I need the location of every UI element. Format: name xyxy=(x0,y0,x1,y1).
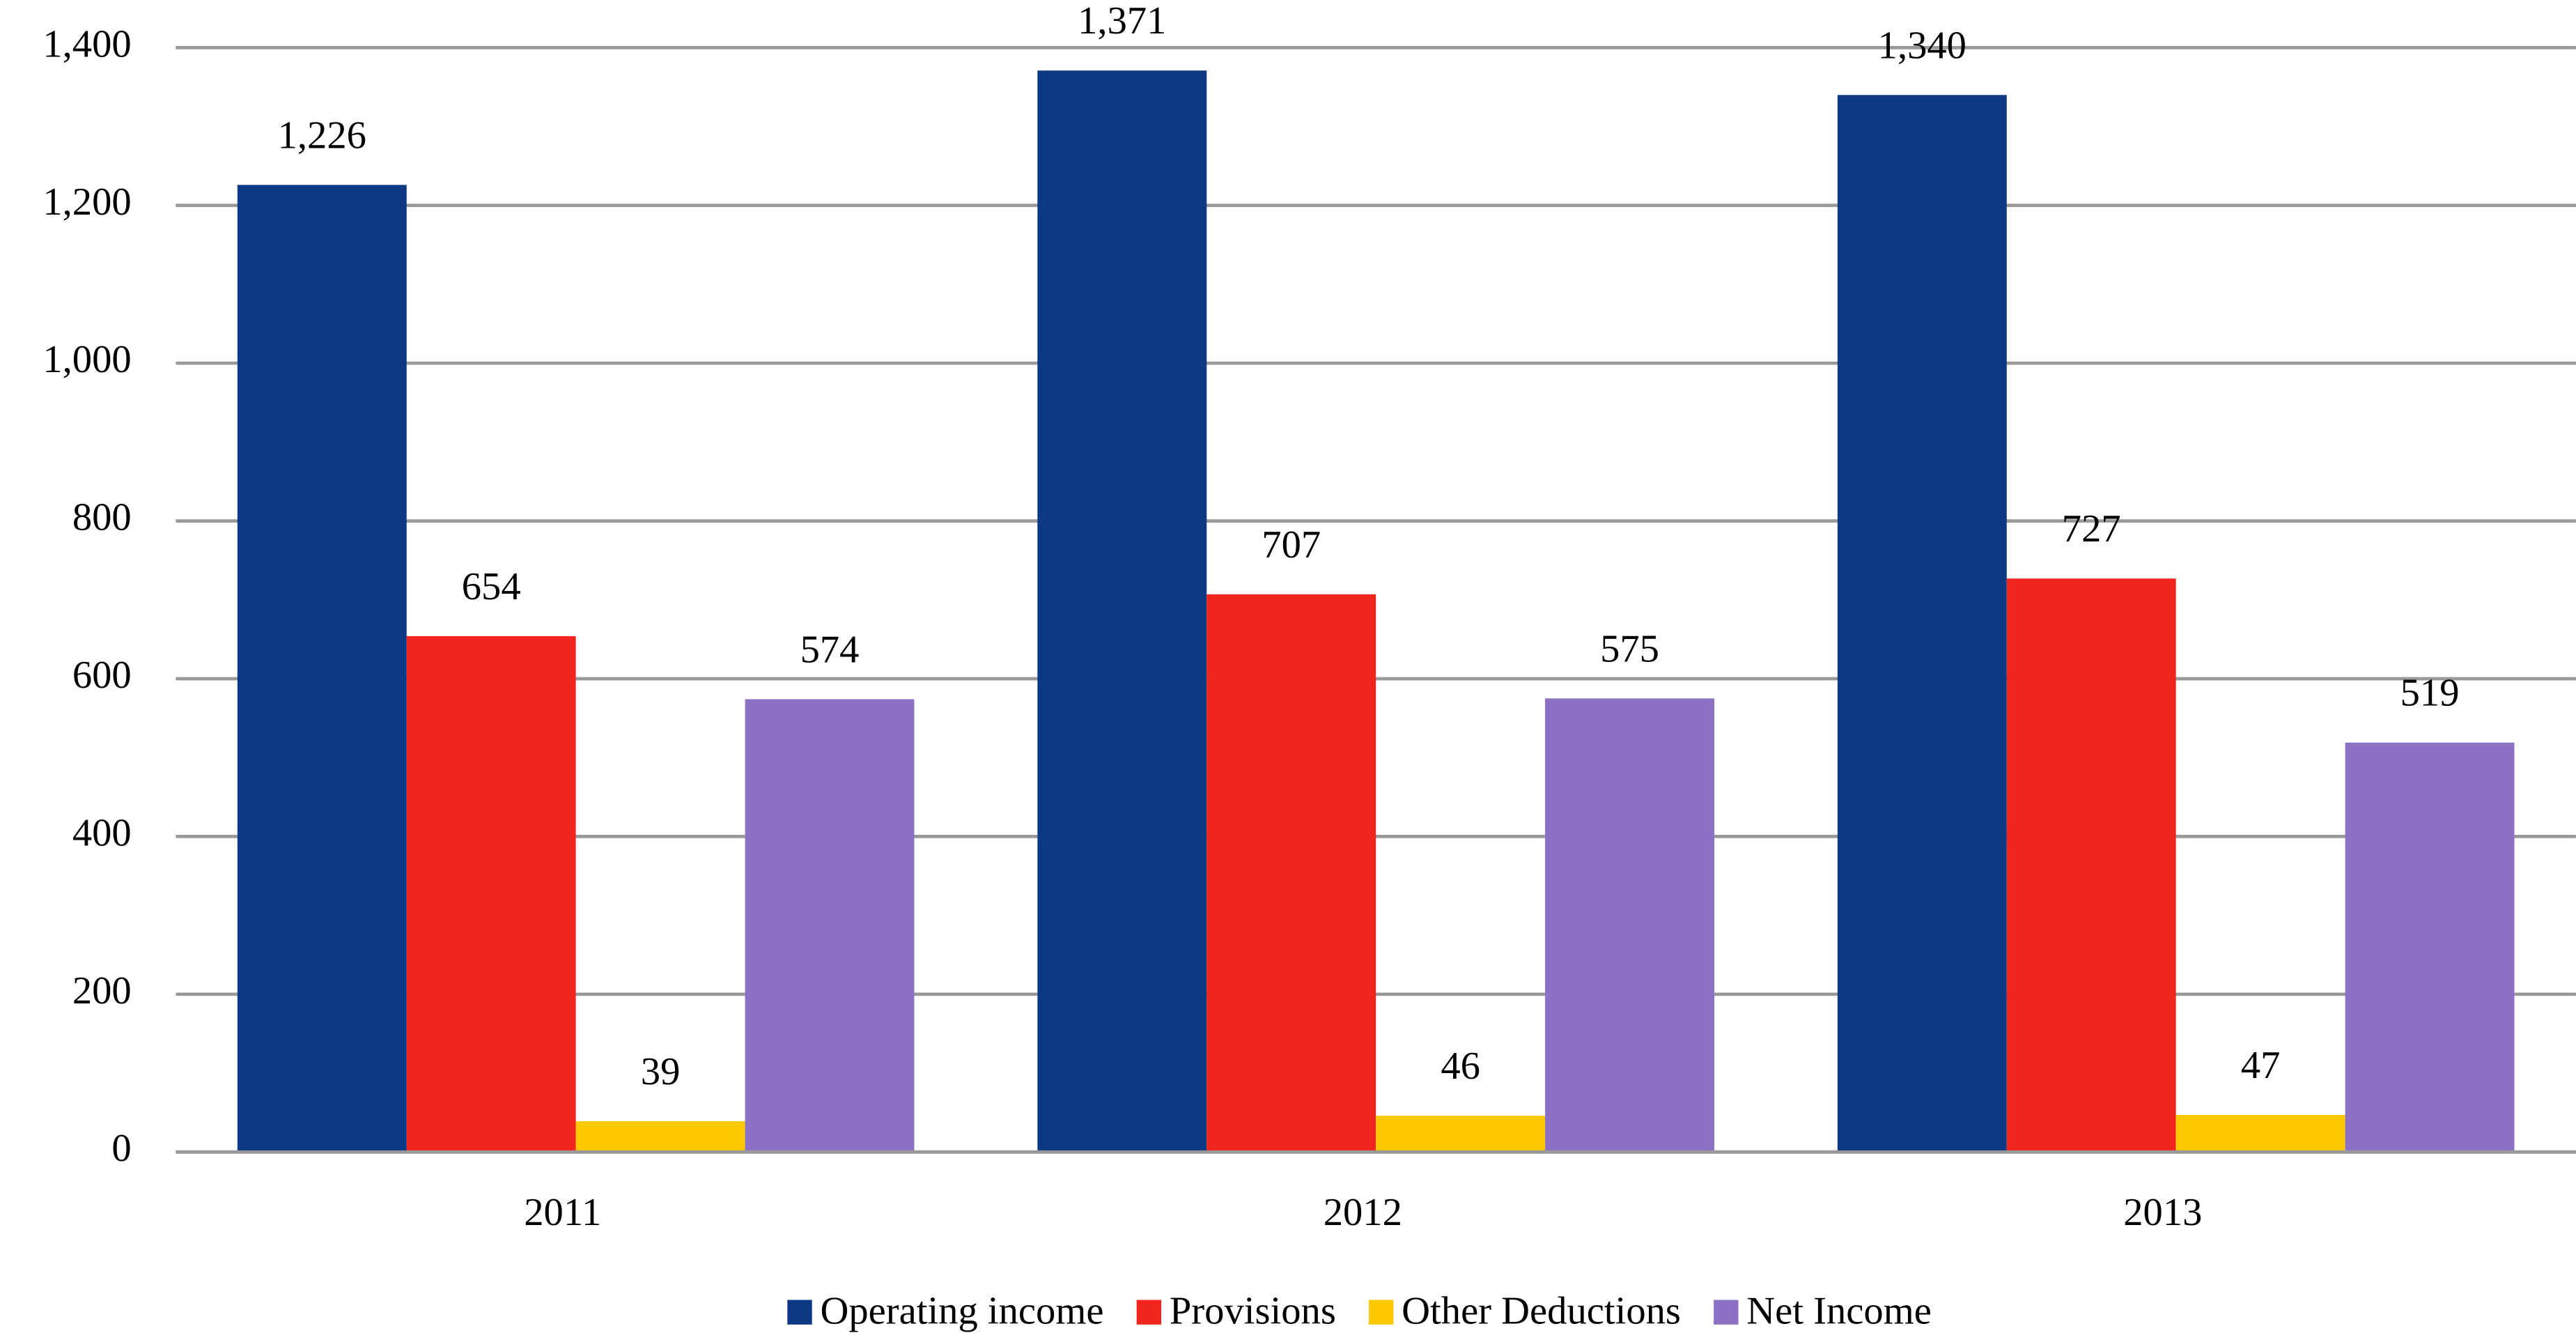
data-label: 519 xyxy=(2400,672,2460,715)
bar xyxy=(1206,594,1376,1153)
legend-label: Provisions xyxy=(1170,1290,1336,1333)
y-tick-label: 0 xyxy=(111,1127,131,1170)
bar xyxy=(1837,95,2007,1153)
data-label: 707 xyxy=(1262,523,1321,567)
data-label: 727 xyxy=(2062,507,2121,550)
data-label: 654 xyxy=(462,565,521,608)
bar xyxy=(1545,698,1714,1153)
legend-label: Net Income xyxy=(1746,1290,1932,1333)
y-tick-label: 600 xyxy=(72,654,132,697)
legend-swatch xyxy=(787,1300,812,1325)
x-tick-label: 2011 xyxy=(524,1191,601,1234)
bar xyxy=(406,636,576,1153)
y-tick-label: 1,200 xyxy=(42,180,131,224)
y-tick-label: 1,000 xyxy=(42,338,131,381)
y-tick-label: 1,400 xyxy=(42,22,131,66)
bar xyxy=(2175,1115,2345,1153)
legend-label: Operating income xyxy=(820,1290,1103,1333)
bar xyxy=(237,185,407,1153)
y-tick-label: 800 xyxy=(72,496,132,539)
y-tick-label: 200 xyxy=(72,969,132,1012)
y-tick-label: 400 xyxy=(72,811,132,854)
bar xyxy=(575,1121,745,1153)
bar xyxy=(2345,742,2515,1153)
data-label: 1,226 xyxy=(278,114,366,157)
data-label: 39 xyxy=(641,1050,681,1093)
data-label: 46 xyxy=(1441,1045,1480,1088)
data-label: 575 xyxy=(1600,627,1659,670)
data-label: 1,371 xyxy=(1078,0,1166,43)
legend-swatch xyxy=(1369,1300,1394,1325)
data-label: 1,340 xyxy=(1878,24,1966,67)
x-tick-label: 2013 xyxy=(2123,1191,2202,1234)
legend-swatch xyxy=(1714,1300,1739,1325)
legend-label: Other Deductions xyxy=(1402,1290,1681,1333)
bar xyxy=(2006,578,2176,1153)
data-label: 574 xyxy=(800,628,860,671)
bar xyxy=(745,699,915,1153)
data-label: 47 xyxy=(2241,1044,2281,1087)
bar xyxy=(1376,1116,1546,1153)
bar xyxy=(1037,70,1207,1153)
legend-swatch xyxy=(1136,1300,1162,1325)
x-tick-label: 2012 xyxy=(1324,1191,1402,1234)
